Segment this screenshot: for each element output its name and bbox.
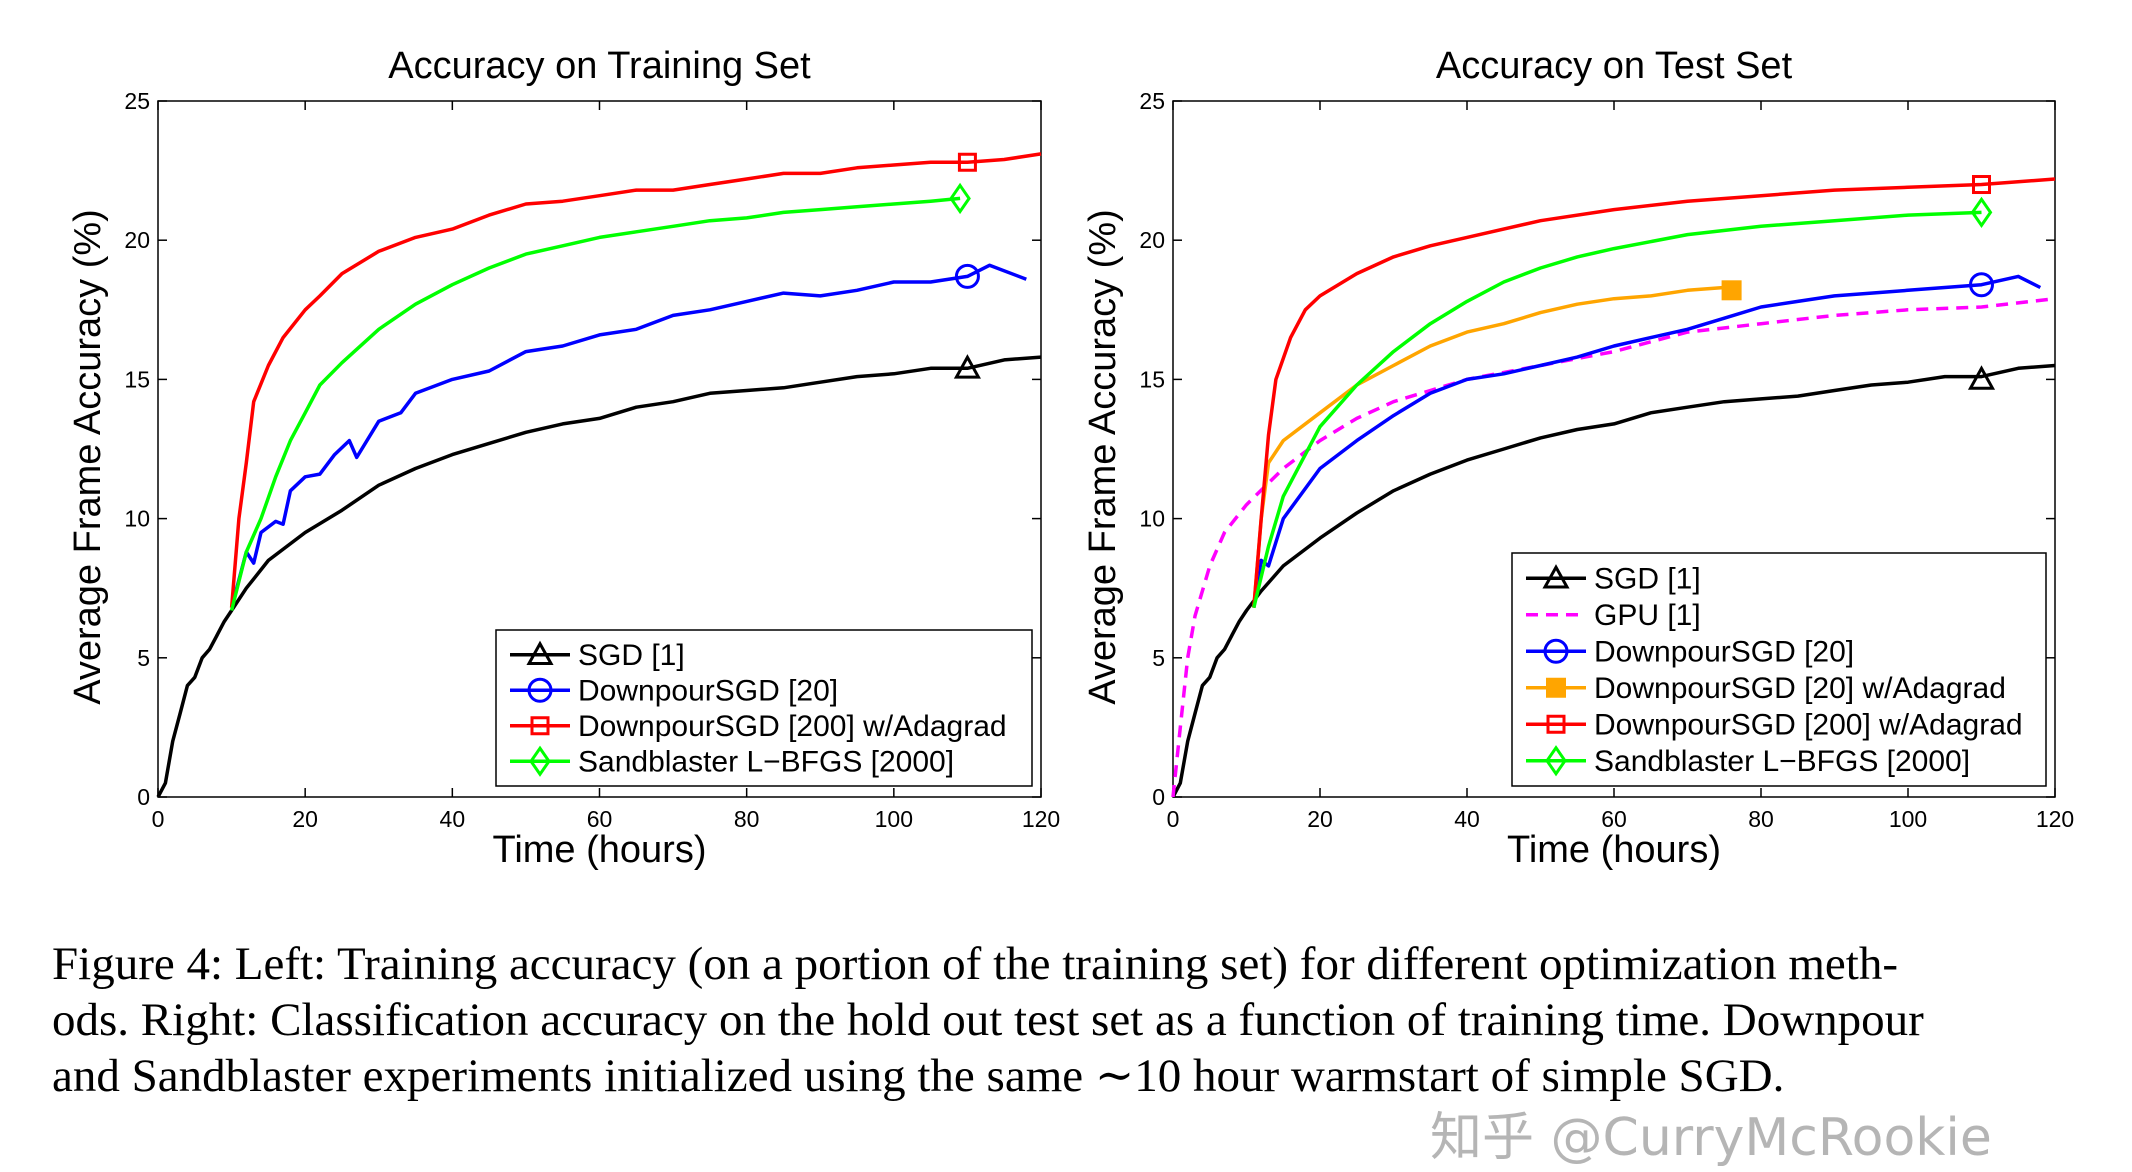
y-axis-label: Average Frame Accuracy (%) — [67, 209, 109, 705]
x-tick-label: 60 — [1601, 806, 1627, 832]
legend-marker — [529, 745, 551, 777]
series-line-2 — [1171, 296, 2056, 798]
y-tick-label: 20 — [124, 227, 150, 253]
caption-line-3: and Sandblaster experiments initialized … — [52, 1050, 1785, 1102]
caption-line-2: ods. Right: Classification accuracy on t… — [52, 994, 1924, 1046]
y-tick-label: 10 — [1139, 506, 1165, 532]
legend-label: SGD [1] — [578, 639, 685, 672]
series-line-4 — [229, 196, 961, 611]
x-axis-label: Time (hours) — [1507, 829, 1721, 871]
legend: SGD [1] GPU [1]DownpourSGD [20] DownpourSG… — [1511, 552, 2047, 787]
legend-marker — [1546, 677, 1566, 698]
legend-label: DownpourSGD [20] w/Adagrad — [1594, 672, 2006, 705]
series-marker-3 — [957, 152, 977, 172]
y-tick-label: 10 — [124, 506, 150, 532]
series-marker-3 — [1969, 272, 1994, 298]
legend-box — [1511, 552, 2047, 787]
x-tick-label: 80 — [734, 806, 760, 832]
legend-marker — [1542, 564, 1570, 589]
x-tick-label: 60 — [587, 806, 613, 832]
legend-label: DownpourSGD [200] w/Adagrad — [1594, 708, 2023, 741]
series-marker-2 — [954, 263, 980, 289]
legend-marker — [530, 716, 550, 736]
legend-label: DownpourSGD [20] — [578, 674, 838, 707]
legend-label: DownpourSGD [200] w/Adagrad — [578, 710, 1007, 743]
y-tick-label: 5 — [137, 645, 150, 671]
legend-label: SGD [1] — [1594, 562, 1701, 595]
x-tick-label: 100 — [875, 806, 913, 832]
series-marker-1 — [1967, 365, 1996, 390]
series-marker-1 — [953, 354, 981, 379]
legend-label: Sandblaster L−BFGS [2000] — [578, 745, 954, 778]
x-tick-label: 0 — [152, 806, 165, 832]
y-tick-label: 0 — [137, 784, 150, 810]
legend-label: GPU [1] — [1594, 599, 1701, 632]
x-tick-label: 120 — [2036, 806, 2074, 832]
figure-caption: Figure 4: Left: Training accuracy (on a … — [52, 936, 2102, 1104]
series-marker-4 — [1721, 280, 1742, 301]
legend-box — [495, 629, 1033, 787]
x-tick-label: 100 — [1889, 806, 1927, 832]
y-tick-label: 0 — [1152, 784, 1165, 810]
chart-title: Accuracy on Training Set — [388, 45, 811, 87]
x-tick-label: 40 — [440, 806, 466, 832]
series-line-4 — [1252, 285, 1725, 608]
y-tick-label: 20 — [1139, 227, 1165, 253]
y-tick-label: 25 — [1139, 88, 1165, 114]
x-tick-label: 20 — [292, 806, 318, 832]
legend-marker — [526, 640, 554, 666]
series-line-3 — [229, 152, 1042, 608]
series-marker-4 — [949, 182, 971, 215]
chart-title: Accuracy on Test Set — [1436, 45, 1793, 87]
series-line-6 — [1252, 210, 1982, 609]
y-tick-label: 5 — [1152, 645, 1165, 671]
series-line-2 — [229, 263, 1027, 609]
series-line-1 — [156, 355, 1042, 798]
legend-label: DownpourSGD [20] — [1594, 635, 1854, 668]
x-tick-label: 20 — [1307, 806, 1333, 832]
x-tick-label: 120 — [1022, 806, 1060, 832]
y-axis-label: Average Frame Accuracy (%) — [1082, 209, 1124, 705]
series-marker-6 — [1970, 196, 1993, 228]
legend-marker — [527, 677, 553, 703]
legend-marker — [1543, 638, 1569, 664]
legend-marker — [1545, 745, 1567, 777]
x-tick-label: 40 — [1454, 806, 1480, 832]
y-tick-label: 15 — [124, 366, 150, 392]
series-marker-5 — [1972, 175, 1991, 195]
chart-1: Accuracy on Training Set 0 20 40 60 80 100 120 0… — [67, 45, 1060, 871]
chart-2: Accuracy on Test Set 0 20 40 60 80 100 120 0 5 10 1… — [1082, 45, 2074, 871]
x-tick-label: 0 — [1167, 806, 1180, 832]
x-tick-label: 80 — [1748, 806, 1774, 832]
y-tick-label: 25 — [124, 88, 150, 114]
legend: SGD [1]DownpourSGD [20]DownpourSGD [200]… — [495, 629, 1033, 787]
legend-label: Sandblaster L−BFGS [2000] — [1594, 745, 1970, 778]
caption-line-1: Figure 4: Left: Training accuracy (on a … — [52, 938, 1898, 990]
watermark: 知乎 @CurryMcRookie — [1430, 1108, 1992, 1168]
series-line-5 — [1252, 177, 2056, 608]
x-axis-label: Time (hours) — [493, 829, 707, 871]
y-tick-label: 15 — [1139, 366, 1165, 392]
series-line-3 — [1252, 274, 2042, 608]
legend-marker — [1546, 714, 1566, 734]
series-line-1 — [1171, 363, 2056, 798]
